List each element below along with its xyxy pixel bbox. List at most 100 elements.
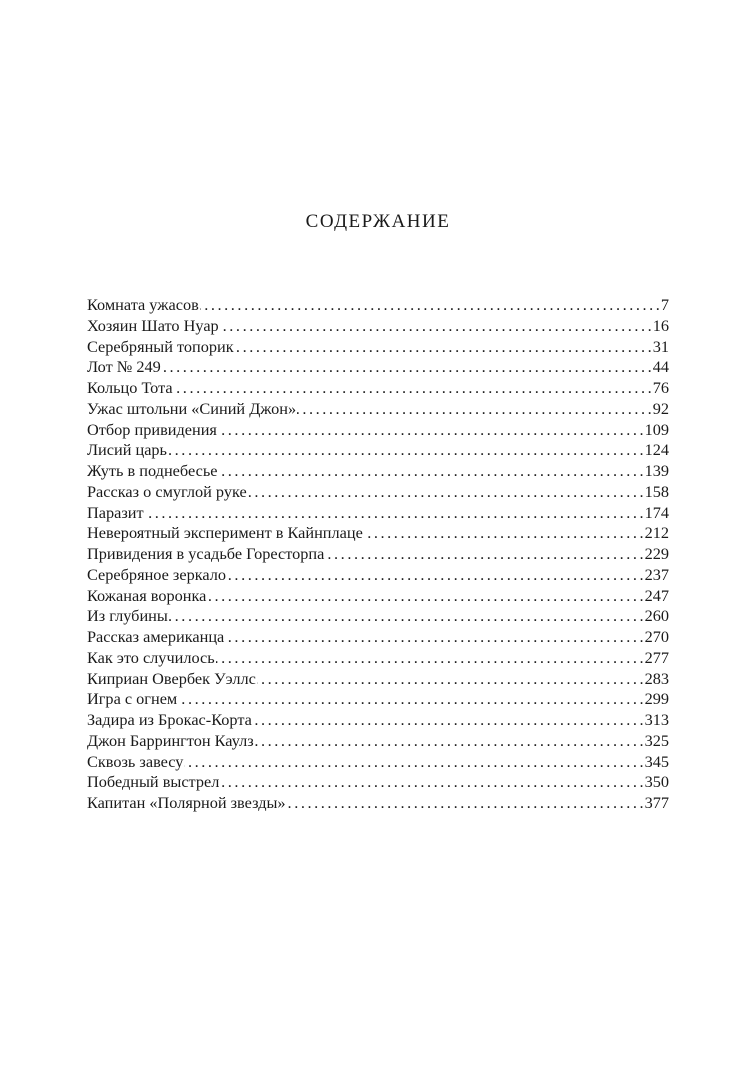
toc-entry-page: 174 [644, 502, 669, 522]
dot-leader [220, 316, 652, 337]
toc-entry-page: 16 [652, 315, 669, 335]
toc-entry-title: Джон Баррингтон Каулз [87, 730, 254, 750]
toc-entry: Жуть в поднебесье 139 [87, 461, 669, 482]
toc-entry-title: Рассказ о смуглой руке [87, 481, 247, 501]
toc-entry: Паразит 174 [87, 503, 669, 524]
toc-entry: Рассказ о смуглой руке 158 [87, 482, 669, 503]
toc-entry: Сквозь завесу 345 [87, 752, 669, 773]
toc-entry-title: Жуть в поднебесье [87, 461, 218, 480]
toc-entry-page: 247 [644, 585, 669, 605]
toc-entry-page: 124 [644, 440, 669, 460]
toc-entry-title: Привидения в усадьбе Горесторпа [87, 544, 325, 563]
page-title: СОДЕРЖАНИЕ [305, 211, 451, 232]
toc-entry: Комната ужасов 7 [87, 295, 669, 316]
toc-entry: Лисий царь 124 [87, 440, 669, 461]
toc-entry: Джон Баррингтон Каулз 325 [87, 731, 669, 752]
dot-leader [184, 752, 643, 773]
dot-leader [225, 627, 643, 648]
toc-entry-title: Победный выстрел [87, 772, 220, 792]
toc-entry-page: 212 [644, 523, 669, 543]
dot-leader [145, 503, 644, 524]
toc-entry-page: 277 [644, 647, 669, 667]
dot-leader [287, 793, 644, 814]
toc-entry-title: Кольцо Тота [87, 378, 173, 397]
toc-entry-title: Сквозь завесу [87, 751, 184, 771]
toc-entry-title: Ужас штольни «Синий Джон» [87, 398, 297, 418]
toc-entry-title: Киприан Овербек Уэллс [87, 668, 256, 688]
toc-entry-title: Задира из Брокас-Корта [87, 710, 252, 729]
dot-leader [248, 482, 644, 503]
dot-leader [178, 689, 643, 710]
toc-entry-title: Лот № 249 [87, 357, 161, 377]
toc-entry: Игра с огнем 299 [87, 689, 669, 710]
toc-entry-page: 345 [644, 751, 669, 771]
toc-entry: Кольцо Тота 76 [87, 378, 669, 399]
toc-entry: Серебряный топорик 31 [87, 337, 669, 358]
toc-entry-title: Из глубины [87, 606, 168, 626]
dot-leader [162, 357, 652, 378]
dot-leader [216, 648, 644, 669]
toc-entry: Кожаная воронка 247 [87, 586, 669, 607]
toc-entry: Невероятный эксперимент в Кайнплаце 212 [87, 523, 669, 544]
toc-entry-page: 229 [644, 544, 669, 563]
dot-leader [253, 710, 644, 731]
toc-entry-page: 44 [652, 357, 669, 377]
toc-entry-page: 313 [644, 710, 669, 729]
toc-entry-title: Хозяин Шато Нуар [87, 315, 219, 335]
dot-leader [200, 295, 660, 316]
toc-entry-title: Комната ужасов [87, 295, 199, 314]
toc-entry-page: 31 [652, 336, 669, 356]
toc-entry: Хозяин Шато Нуар 16 [87, 316, 669, 337]
toc-entry-page: 158 [644, 481, 669, 501]
toc-entry: Из глубины 260 [87, 606, 669, 627]
toc-entry-title: Игра с огнем [87, 689, 178, 709]
toc-entry-page: 377 [644, 793, 669, 812]
toc-entry-page: 283 [644, 668, 669, 688]
toc-entry-title: Кожаная воронка [87, 585, 207, 605]
dot-leader [207, 586, 643, 607]
toc-entry-title: Капитан «Полярной звезды» [87, 793, 286, 812]
toc-entry-title: Паразит [87, 502, 144, 522]
dot-leader [174, 378, 652, 399]
dot-leader [219, 461, 644, 482]
dot-leader [227, 565, 644, 586]
toc-entry-page: 76 [652, 378, 669, 397]
toc-entry: Киприан Овербек Уэллс 283 [87, 669, 669, 690]
toc-entry-title: Рассказ американца [87, 627, 225, 646]
toc-entry: Рассказ американца 270 [87, 627, 669, 648]
toc-entry-page: 350 [644, 772, 669, 792]
dot-leader [257, 669, 644, 690]
dot-leader [325, 544, 643, 565]
toc-entry-page: 237 [644, 564, 669, 584]
toc-entry-title: Серебряное зеркало [87, 564, 227, 584]
toc-entry: Как это случилось 277 [87, 648, 669, 669]
toc-entry: Лот № 249 44 [87, 357, 669, 378]
toc-entry: Серебряное зеркало 237 [87, 565, 669, 586]
toc-entry: Привидения в усадьбе Горесторпа 229 [87, 544, 669, 565]
toc-entry-page: 7 [660, 295, 669, 314]
toc-entry: Капитан «Полярной звезды» 377 [87, 793, 669, 814]
toc-entry-title: Невероятный эксперимент в Кайнплаце [87, 523, 363, 543]
toc-entry: Ужас штольни «Синий Джон» 92 [87, 399, 669, 420]
toc-entry-page: 139 [644, 461, 669, 480]
toc-entry: Задира из Брокас-Корта 313 [87, 710, 669, 731]
toc-entry: Победный выстрел 350 [87, 772, 669, 793]
dot-leader [218, 420, 644, 441]
toc-entry-page: 299 [644, 689, 669, 709]
dot-leader [364, 523, 644, 544]
toc-entry-title: Как это случилось [87, 647, 215, 667]
dot-leader [255, 731, 644, 752]
toc-entry: Отбор привидения 109 [87, 420, 669, 441]
toc-entry-title: Серебряный топорик [87, 336, 234, 356]
dot-leader [169, 606, 644, 627]
toc-entry-title: Отбор привидения [87, 419, 217, 439]
dot-leader [235, 337, 652, 358]
toc-entry-page: 92 [652, 398, 669, 418]
toc-entry-page: 270 [644, 627, 669, 646]
toc-entry-page: 260 [644, 606, 669, 626]
dot-leader [297, 399, 652, 420]
table-of-contents: Комната ужасов7Хозяин Шато Нуар16Серебря… [87, 295, 669, 814]
toc-entry-title: Лисий царь [87, 440, 167, 460]
toc-entry-page: 109 [644, 419, 669, 439]
dot-leader [220, 772, 643, 793]
